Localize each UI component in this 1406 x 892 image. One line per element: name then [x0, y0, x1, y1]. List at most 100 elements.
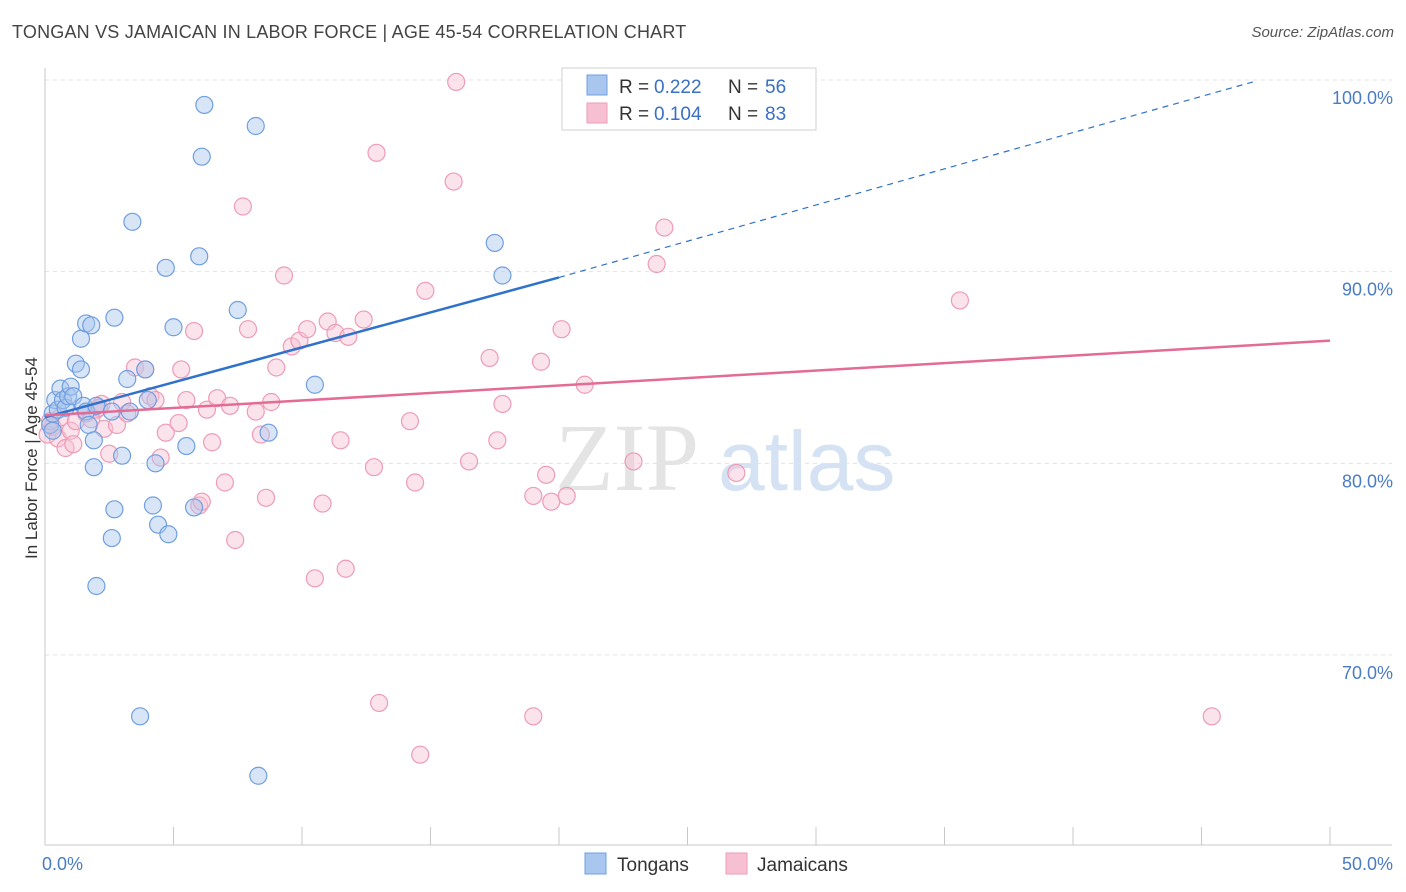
x-tick-label: 50.0%: [1342, 854, 1393, 874]
jamaican-point: [336, 559, 355, 578]
tongan-point: [246, 116, 265, 136]
legend-n-value-tongans: 56: [765, 77, 786, 98]
jamaican-point: [364, 458, 384, 477]
jamaican-point: [537, 465, 556, 484]
tongan-point: [164, 318, 183, 337]
jamaican-point: [215, 473, 234, 492]
y-axis-label: In Labor Force | Age 45-54: [22, 357, 41, 559]
tongan-point: [228, 300, 247, 320]
jamaican-point: [950, 291, 970, 310]
jamaican-point: [400, 412, 420, 431]
jamaican-point: [655, 218, 674, 237]
jamaican-point: [151, 448, 170, 467]
jamaican-point: [61, 421, 80, 440]
jamaican-point: [557, 486, 576, 506]
jamaican-point: [552, 320, 571, 339]
x-tick-label: 0.0%: [42, 854, 83, 874]
legend-r-value-tongans: 0.222: [654, 77, 702, 98]
tongan-point: [190, 247, 209, 266]
axes: [44, 68, 1392, 846]
tongan-point: [177, 436, 196, 456]
jamaican-point: [480, 348, 499, 368]
jamaican-point: [488, 431, 507, 450]
jamaican-point: [493, 394, 512, 414]
tongans-trend-line: [44, 276, 560, 419]
tick-labels: 70.0% 80.0% 90.0% 100.0% 0.0% 50.0%: [42, 88, 1393, 874]
chart-title: TONGAN VS JAMAICAN IN LABOR FORCE | AGE …: [12, 22, 687, 42]
jamaican-point: [727, 463, 746, 483]
bottom-legend: Tongans Jamaicans: [584, 852, 848, 876]
tongan-point: [249, 766, 268, 785]
tongan-point: [192, 147, 211, 166]
jamaican-point: [524, 707, 543, 726]
y-tick-label: 80.0%: [1342, 471, 1393, 491]
jamaican-point: [1202, 707, 1221, 726]
tongan-point: [84, 431, 103, 450]
tongan-point: [184, 498, 204, 517]
jamaican-point: [172, 360, 191, 379]
jamaican-point: [107, 415, 127, 435]
tongan-point: [84, 458, 103, 477]
tongan-point: [130, 707, 150, 726]
legend-swatch-tongans: [586, 74, 608, 96]
jamaican-point: [416, 281, 435, 300]
jamaican-point: [647, 254, 666, 274]
tongan-point: [485, 233, 504, 253]
legend-n-label-tongans: N =: [728, 77, 758, 98]
bottom-legend-jamaicans: Jamaicans: [757, 855, 848, 876]
jamaican-point: [233, 197, 252, 216]
tongan-point: [146, 454, 165, 473]
tongan-point: [71, 360, 91, 379]
jamaican-point: [542, 492, 561, 511]
jamaican-point: [531, 352, 551, 371]
jamaican-point: [624, 452, 643, 471]
jamaican-point: [444, 172, 463, 191]
source-label: Source: ZipAtlas.com: [1251, 24, 1394, 41]
legend: R = 0.222 N = 56 R = 0.104 N = 83: [561, 67, 817, 131]
tongan-point: [66, 354, 85, 373]
jamaican-point: [64, 435, 83, 454]
jamaican-point: [226, 530, 245, 550]
y-tick-label: 90.0%: [1342, 280, 1393, 300]
jamaican-point: [305, 569, 324, 588]
jamaican-point: [246, 402, 265, 421]
tongan-point: [112, 446, 132, 465]
tongan-point: [159, 525, 178, 544]
tongan-point: [123, 212, 142, 231]
legend-r-label-jamaicans: R =: [619, 104, 649, 125]
tongan-point: [87, 576, 106, 596]
jamaican-point: [202, 433, 222, 452]
tongan-point: [43, 421, 62, 440]
jamaican-point: [313, 494, 332, 513]
tongans-points: [41, 95, 512, 785]
tongan-point: [138, 390, 157, 410]
tongan-point: [118, 369, 137, 389]
tongan-point: [305, 375, 324, 394]
jamaican-point: [238, 320, 258, 339]
tongan-point: [105, 500, 124, 519]
jamaican-point: [298, 320, 317, 339]
tongan-point: [143, 496, 163, 515]
tongan-point: [105, 308, 124, 327]
jamaican-point: [156, 423, 175, 442]
jamaican-point: [405, 473, 425, 492]
jamaican-point: [411, 745, 430, 764]
legend-swatch-jamaicans: [586, 102, 608, 124]
bottom-legend-tongans: Tongans: [617, 855, 689, 876]
jamaican-point: [177, 390, 196, 410]
tongan-point: [156, 258, 175, 277]
jamaican-point: [524, 486, 543, 506]
y-tick-label: 70.0%: [1342, 663, 1393, 683]
jamaican-point: [184, 321, 204, 341]
watermark-zip: ZIP: [555, 404, 699, 511]
legend-r-value-jamaicans: 0.104: [654, 104, 702, 125]
trend-lines: [44, 81, 1331, 419]
tongan-point: [259, 423, 278, 442]
bottom-legend-swatch-tongans: [584, 852, 607, 875]
tongan-point: [102, 528, 121, 548]
tongan-point: [195, 95, 214, 115]
bottom-legend-swatch-jamaicans: [725, 852, 748, 875]
legend-n-value-jamaicans: 83: [765, 104, 786, 125]
jamaican-point: [331, 431, 350, 450]
